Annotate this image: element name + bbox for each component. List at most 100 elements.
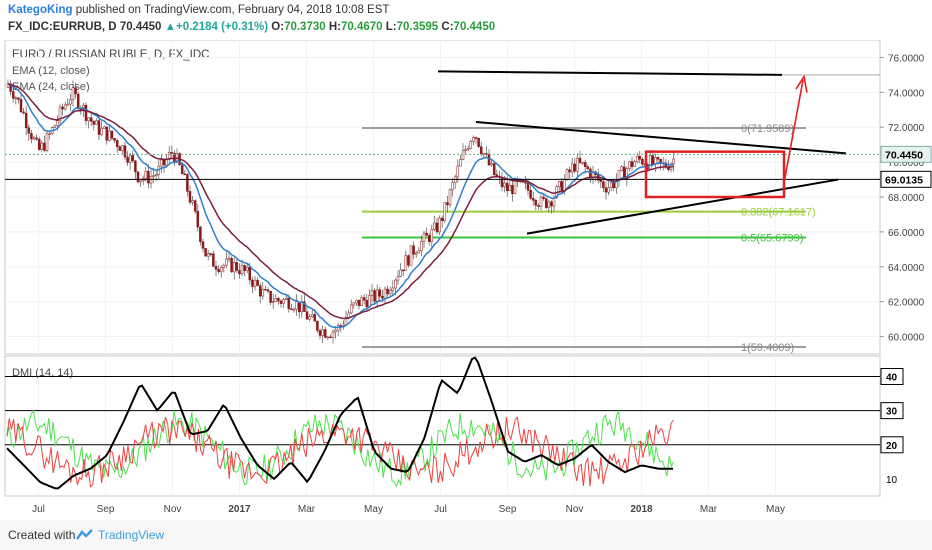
candle-body	[407, 255, 410, 266]
legend-ema24: EMA (24, close)	[12, 81, 90, 93]
x-tick-label: Nov	[164, 504, 182, 515]
y-tick-label: 76.0000	[888, 53, 925, 64]
created-with-text: Created with	[8, 528, 76, 542]
candle-body	[74, 87, 77, 95]
candle-body	[368, 295, 371, 308]
candle-body	[589, 168, 592, 179]
candle-body	[544, 198, 548, 208]
high-label: H:	[328, 21, 341, 33]
candle-body	[183, 173, 187, 176]
candle-body	[425, 232, 428, 236]
candle-body	[404, 255, 408, 271]
low-value: 70.3595	[396, 21, 439, 33]
candle-body	[581, 162, 584, 164]
candle-body	[180, 164, 184, 175]
candle-body	[394, 279, 397, 289]
chart-header: KategoKing published on TradingView.com,…	[0, 0, 932, 40]
candle-body	[388, 290, 392, 295]
candle-body	[550, 201, 553, 207]
fib-level-label: 0.5(65.6799)	[741, 232, 803, 244]
x-tick-label: Nov	[566, 504, 584, 515]
candle-body	[27, 127, 31, 134]
candle-body	[227, 257, 231, 260]
candle-body	[537, 205, 540, 207]
lower-wedge-line	[526, 178, 839, 235]
candle-body	[69, 99, 72, 105]
price-change: +0.2184 (+0.31%)	[176, 21, 269, 33]
high-value: 70.4670	[340, 21, 383, 33]
candle-body	[318, 330, 322, 336]
candle-body	[217, 269, 220, 273]
candle-body	[305, 311, 309, 320]
candle-body	[30, 133, 33, 140]
candle-body	[604, 187, 608, 193]
publish-info: published on TradingView.com, February 0…	[75, 4, 390, 16]
candle-body	[375, 289, 379, 302]
candle-body	[240, 265, 244, 275]
candle-body	[469, 141, 473, 149]
author-name[interactable]: KategoKing	[8, 4, 73, 16]
candle-body	[152, 175, 155, 177]
candle-body	[648, 155, 652, 170]
candle-body	[568, 169, 571, 173]
dmi-tick-label: 40	[886, 372, 898, 383]
candle-body	[248, 266, 252, 281]
plus-di-line	[6, 409, 675, 488]
candle-body	[191, 200, 194, 203]
candle-body	[87, 117, 90, 121]
candle-body	[360, 297, 363, 307]
candle-body	[110, 130, 114, 139]
candle-body	[583, 162, 587, 167]
candle-body	[282, 299, 285, 304]
up-arrow-icon: ▲	[164, 21, 176, 33]
breakout-arrow-line	[783, 79, 804, 184]
y-tick-label: 72.0000	[888, 123, 925, 134]
candle-body	[170, 152, 174, 154]
candle-body	[162, 159, 166, 166]
candle-body	[32, 137, 36, 140]
candle-body	[352, 302, 356, 306]
candle-body	[144, 170, 148, 179]
candle-body	[466, 147, 470, 150]
candle-body	[61, 106, 64, 110]
candle-body	[420, 240, 423, 252]
candle-body	[201, 241, 205, 249]
candle-body	[84, 104, 88, 121]
candle-body	[37, 138, 41, 150]
tradingview-brand[interactable]: TradingView	[98, 528, 165, 542]
candle-body	[160, 159, 163, 167]
candle-body	[97, 120, 101, 135]
candle-body	[323, 329, 327, 338]
candle-body	[570, 163, 574, 173]
candle-body	[136, 171, 140, 183]
candle-body	[22, 111, 25, 114]
candle-body	[503, 182, 506, 188]
ema-12-line	[7, 83, 674, 329]
candle-body	[560, 181, 564, 192]
dmi-tick-label: 30	[886, 407, 898, 418]
candle-body	[612, 182, 616, 189]
candle-body	[401, 269, 405, 272]
candle-body	[14, 97, 18, 100]
candle-body	[118, 146, 122, 151]
candle-body	[414, 252, 418, 255]
candle-body	[459, 159, 462, 167]
ema-24-line	[7, 83, 674, 320]
candle-body	[134, 160, 137, 173]
candle-body	[308, 316, 311, 320]
candle-body	[602, 181, 605, 188]
candle-body	[451, 182, 454, 191]
candle-body	[412, 245, 415, 255]
candle-body	[362, 297, 366, 301]
candle-body	[334, 329, 337, 333]
price-chart[interactable]: EURO / RUSSIAN RUBLE, D, FX_IDC EMA (12,…	[0, 40, 932, 520]
candle-body	[500, 176, 504, 188]
price-badge	[880, 170, 932, 188]
candle-body	[495, 174, 499, 177]
candle-body	[492, 163, 496, 175]
candle-body	[641, 158, 644, 165]
tradingview-logo-icon	[76, 529, 93, 540]
candle-body	[279, 300, 283, 304]
candle-body	[430, 228, 434, 242]
candle-body	[209, 253, 213, 255]
